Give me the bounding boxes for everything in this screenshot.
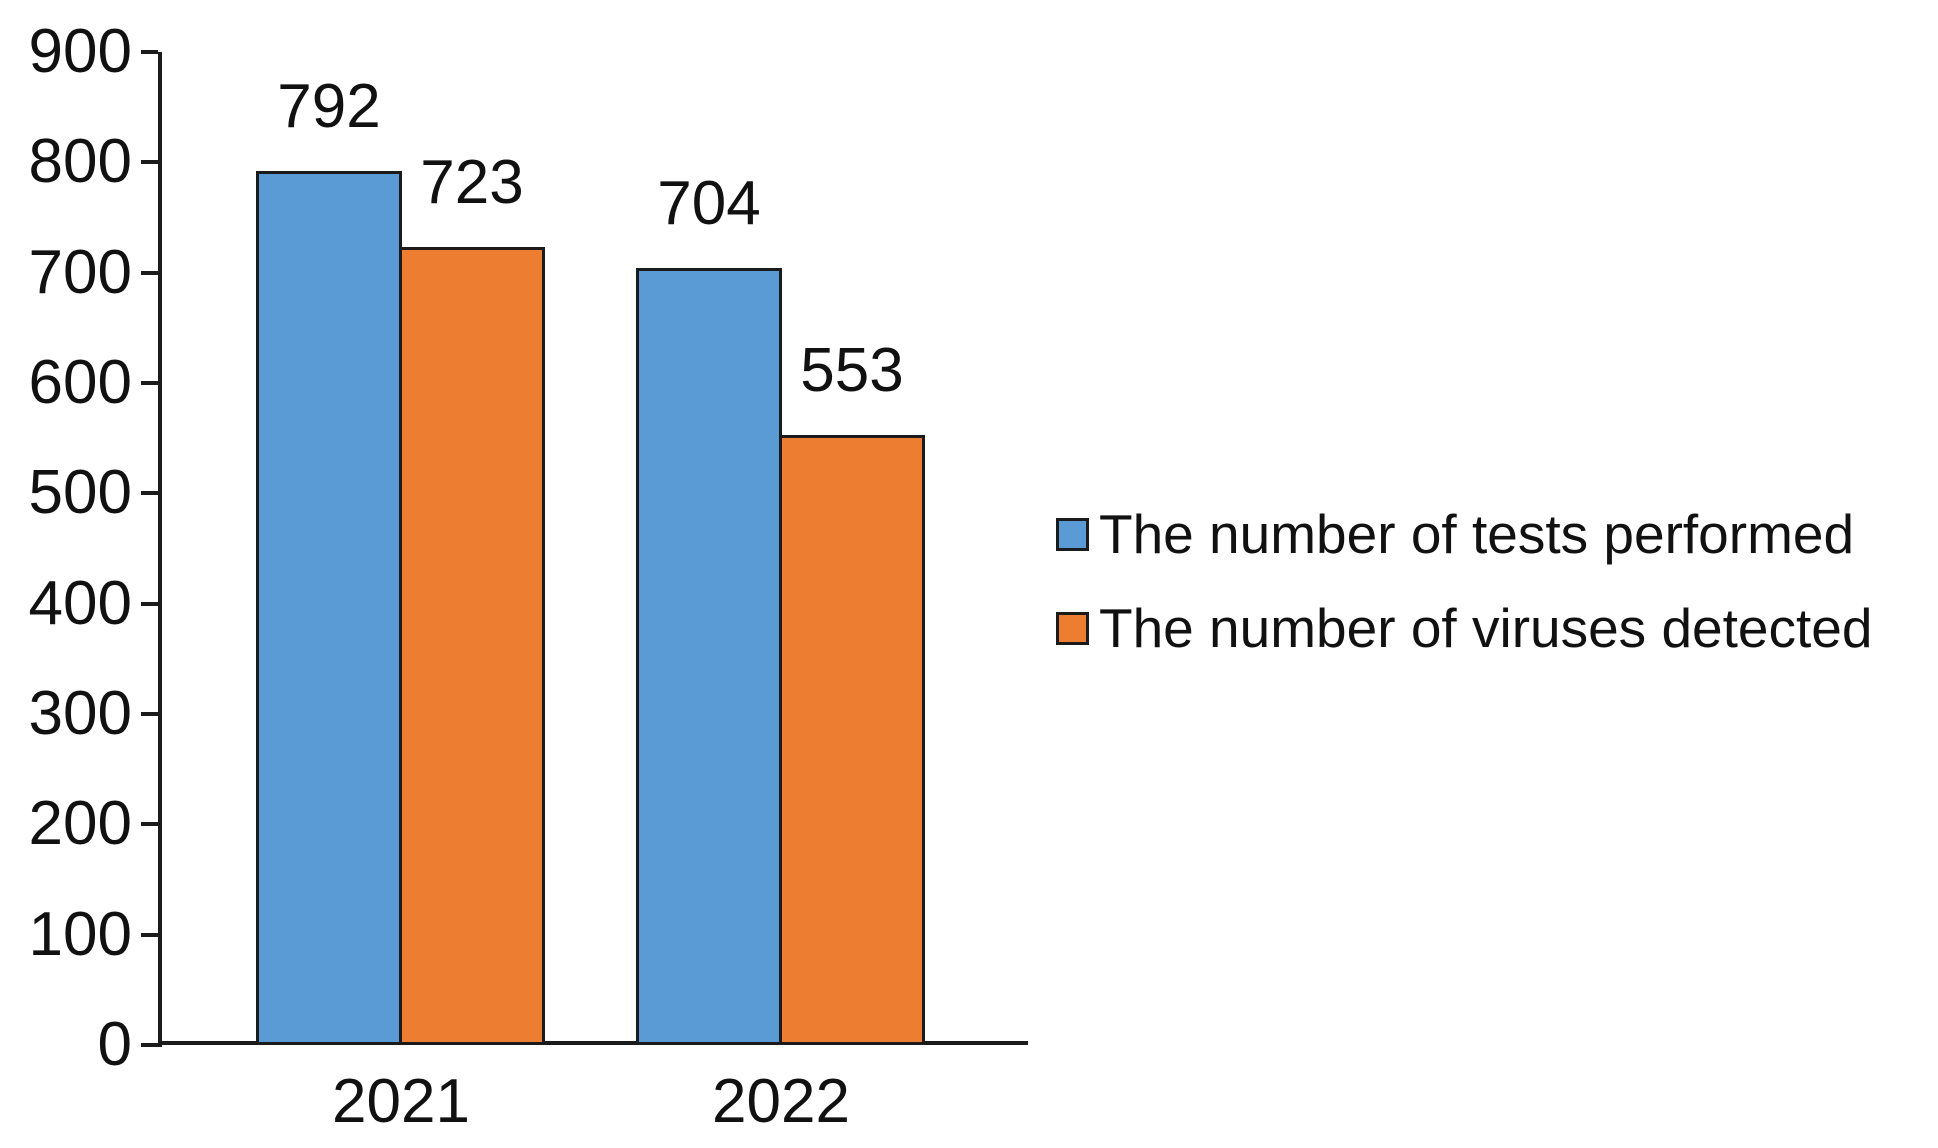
y-tick-mark xyxy=(141,933,158,937)
bar-2022-viruses-detected xyxy=(779,435,925,1045)
x-axis-line xyxy=(158,1041,1028,1045)
x-axis-label-2021: 2021 xyxy=(332,1067,470,1136)
x-axis-label-2022: 2022 xyxy=(712,1067,850,1136)
y-tick-label: 200 xyxy=(28,789,132,858)
y-tick-mark xyxy=(141,381,158,385)
y-tick-label: 500 xyxy=(28,458,132,527)
y-tick-mark xyxy=(141,491,158,495)
value-label-2022-tests-performed: 704 xyxy=(657,169,761,238)
value-label-2021-tests-performed: 792 xyxy=(277,72,381,141)
y-tick-label: 600 xyxy=(28,348,132,417)
y-tick-label: 700 xyxy=(28,238,132,307)
legend-label-tests-performed: The number of tests performed xyxy=(1099,503,1855,565)
y-tick-label: 100 xyxy=(28,900,132,969)
legend-item-tests-performed: The number of tests performed xyxy=(1056,504,1854,564)
legend-label-viruses-detected: The number of viruses detected xyxy=(1099,597,1873,659)
y-tick-mark xyxy=(141,1043,158,1047)
legend-swatch-viruses-detected-icon xyxy=(1056,611,1089,645)
value-label-2021-viruses-detected: 723 xyxy=(420,148,524,217)
bar-2021-viruses-detected xyxy=(399,247,545,1045)
y-tick-mark xyxy=(141,271,158,275)
bar-2021-tests-performed xyxy=(256,171,402,1045)
y-tick-label: 800 xyxy=(28,127,132,196)
y-tick-label: 400 xyxy=(28,569,132,638)
y-tick-label: 900 xyxy=(28,17,132,86)
y-axis-line xyxy=(158,52,162,1047)
y-tick-mark xyxy=(141,50,158,54)
y-tick-label: 0 xyxy=(97,1010,132,1079)
y-tick-mark xyxy=(141,160,158,164)
y-tick-mark xyxy=(141,822,158,826)
legend-swatch-tests-performed-icon xyxy=(1056,517,1089,551)
y-tick-mark xyxy=(141,712,158,716)
y-tick-mark xyxy=(141,602,158,606)
legend-item-viruses-detected: The number of viruses detected xyxy=(1056,598,1872,658)
value-label-2022-viruses-detected: 553 xyxy=(800,336,904,405)
y-tick-label: 300 xyxy=(28,679,132,748)
bar-2022-tests-performed xyxy=(636,268,782,1045)
